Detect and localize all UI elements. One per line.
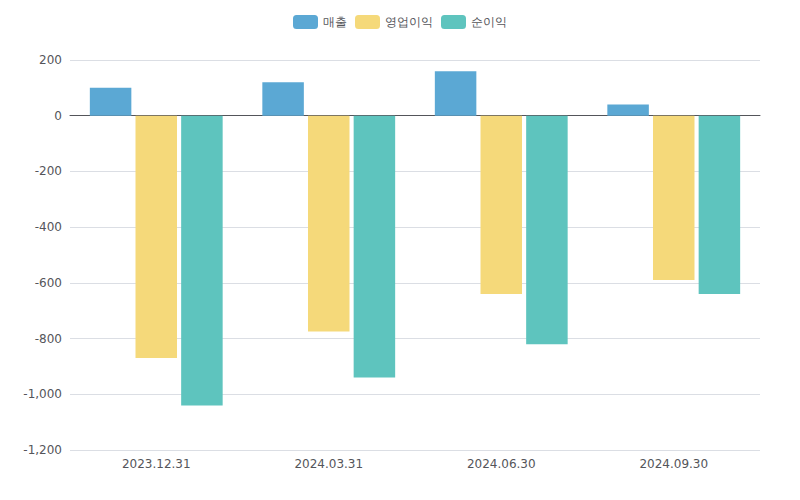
svg-text:-200: -200 — [35, 164, 62, 178]
svg-text:2024.06.30: 2024.06.30 — [467, 457, 536, 471]
svg-text:-400: -400 — [35, 220, 62, 234]
svg-text:2023.12.31: 2023.12.31 — [122, 457, 191, 471]
svg-text:-1,200: -1,200 — [23, 443, 62, 457]
svg-text:-800: -800 — [35, 332, 62, 346]
svg-text:-600: -600 — [35, 276, 62, 290]
svg-text:순이익: 순이익 — [471, 15, 507, 29]
svg-text:2024.09.30: 2024.09.30 — [639, 457, 708, 471]
svg-text:2024.03.31: 2024.03.31 — [294, 457, 363, 471]
svg-text:매출: 매출 — [323, 15, 347, 29]
svg-text:영업이익: 영업이익 — [385, 15, 433, 29]
svg-text:200: 200 — [39, 53, 62, 67]
svg-text:-1,000: -1,000 — [23, 387, 62, 401]
svg-text:0: 0 — [54, 109, 62, 123]
